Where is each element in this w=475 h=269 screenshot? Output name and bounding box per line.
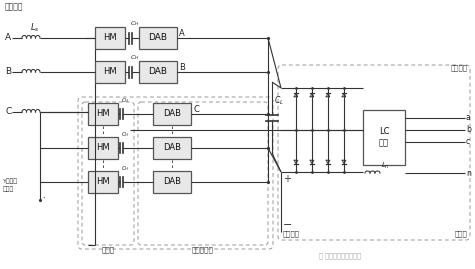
Text: 沈 分布式发电与微电网: 沈 分布式发电与微电网: [319, 252, 361, 259]
Text: 隔离变换级: 隔离变换级: [192, 246, 214, 253]
Text: HM: HM: [103, 68, 117, 76]
Text: 直流接口: 直流接口: [283, 230, 300, 237]
Text: HM: HM: [96, 178, 110, 186]
Bar: [88, 103, 118, 125]
Text: DAB: DAB: [163, 143, 181, 153]
Text: 输出级: 输出级: [454, 230, 467, 237]
Text: Y型连接: Y型连接: [3, 178, 18, 184]
Text: 中性点: 中性点: [3, 186, 14, 192]
Text: $L_s$: $L_s$: [30, 22, 39, 34]
Bar: [88, 171, 118, 193]
Bar: [95, 27, 125, 49]
Text: +: +: [283, 174, 291, 184]
Text: 输入接口: 输入接口: [5, 2, 23, 11]
Text: a: a: [466, 114, 471, 122]
Text: 交流接口: 交流接口: [451, 64, 468, 70]
Bar: [153, 137, 191, 159]
Text: $C_H$: $C_H$: [121, 164, 130, 173]
Text: DAB: DAB: [149, 34, 168, 43]
Bar: [95, 61, 125, 83]
Text: DAB: DAB: [149, 68, 168, 76]
Bar: [88, 137, 118, 159]
Text: •: •: [42, 197, 44, 201]
Text: C: C: [193, 105, 199, 114]
Text: DAB: DAB: [163, 178, 181, 186]
Bar: [153, 171, 191, 193]
Text: $C_H$: $C_H$: [121, 130, 130, 139]
Bar: [363, 110, 405, 165]
Text: DAB: DAB: [163, 109, 181, 119]
Text: −: −: [283, 220, 293, 230]
Text: LC
滤波: LC 滤波: [379, 128, 389, 148]
Text: B: B: [179, 63, 185, 72]
Text: A: A: [179, 29, 185, 38]
Text: c: c: [466, 137, 470, 147]
Text: A: A: [5, 34, 11, 43]
Bar: [139, 61, 177, 83]
Text: HM: HM: [96, 143, 110, 153]
Text: $C_H$: $C_H$: [121, 96, 130, 105]
Text: $C_L$: $C_L$: [274, 94, 284, 107]
Text: HM: HM: [103, 34, 117, 43]
Text: B: B: [5, 68, 11, 76]
Text: b: b: [466, 126, 471, 134]
Text: C: C: [5, 108, 11, 116]
Bar: [139, 27, 177, 49]
Text: HM: HM: [96, 109, 110, 119]
Text: $C_H$: $C_H$: [130, 19, 140, 28]
Text: $L_n$: $L_n$: [381, 161, 390, 171]
Text: 输入级: 输入级: [102, 246, 114, 253]
Bar: [153, 103, 191, 125]
Text: $C_H$: $C_H$: [130, 53, 140, 62]
Text: n: n: [466, 168, 471, 178]
